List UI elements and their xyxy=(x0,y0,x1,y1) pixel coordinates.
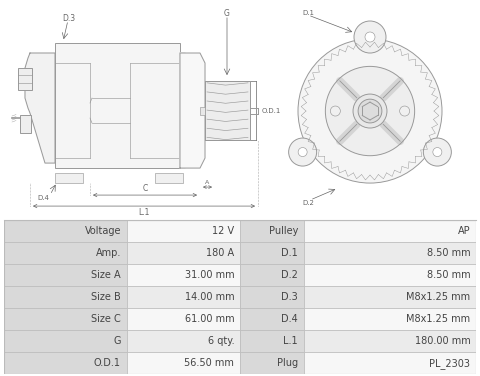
Bar xyxy=(205,81,250,140)
Bar xyxy=(304,242,476,264)
Circle shape xyxy=(325,67,415,156)
Bar xyxy=(240,242,304,264)
Bar xyxy=(127,264,240,286)
Text: PL_2303: PL_2303 xyxy=(430,358,470,368)
Text: Plug: Plug xyxy=(277,358,298,368)
Bar xyxy=(304,308,476,330)
Text: M8x1.25 mm: M8x1.25 mm xyxy=(407,314,470,324)
Text: G: G xyxy=(113,336,121,346)
Circle shape xyxy=(353,94,387,128)
Text: Amp.: Amp. xyxy=(96,248,121,258)
Text: 31.00 mm: 31.00 mm xyxy=(185,270,234,280)
Circle shape xyxy=(423,138,451,166)
Bar xyxy=(127,220,240,242)
Text: G: G xyxy=(224,9,230,18)
Bar xyxy=(4,220,127,242)
Bar xyxy=(240,220,304,242)
Text: Voltage: Voltage xyxy=(84,226,121,236)
Bar xyxy=(18,68,32,90)
Circle shape xyxy=(288,138,317,166)
Bar xyxy=(127,352,240,374)
Text: O.D.1: O.D.1 xyxy=(94,358,121,368)
Bar xyxy=(304,330,476,352)
Text: Pulley: Pulley xyxy=(269,226,298,236)
Text: 180.00 mm: 180.00 mm xyxy=(415,336,470,346)
Bar xyxy=(4,286,127,308)
Circle shape xyxy=(400,106,409,116)
Polygon shape xyxy=(25,53,55,163)
Text: O.D.1: O.D.1 xyxy=(262,108,281,114)
Text: 6 qty.: 6 qty. xyxy=(208,336,234,346)
Bar xyxy=(127,308,240,330)
Circle shape xyxy=(365,32,375,42)
Bar xyxy=(4,330,127,352)
Circle shape xyxy=(358,99,382,123)
Text: 8.50 mm: 8.50 mm xyxy=(427,270,470,280)
Text: Size A: Size A xyxy=(91,270,121,280)
Bar xyxy=(127,242,240,264)
Text: 14.00 mm: 14.00 mm xyxy=(185,292,234,302)
Bar xyxy=(4,264,127,286)
Bar xyxy=(304,286,476,308)
Bar xyxy=(240,308,304,330)
Text: D.1: D.1 xyxy=(281,248,298,258)
Circle shape xyxy=(298,39,442,183)
Circle shape xyxy=(433,147,442,156)
Text: D.4: D.4 xyxy=(37,195,49,201)
Text: Size B: Size B xyxy=(91,292,121,302)
Bar xyxy=(20,115,31,133)
Text: L.1: L.1 xyxy=(284,336,298,346)
Bar xyxy=(240,264,304,286)
Bar xyxy=(200,106,205,115)
Text: 61.00 mm: 61.00 mm xyxy=(185,314,234,324)
Bar xyxy=(4,242,127,264)
Bar xyxy=(4,352,127,374)
Text: D.4: D.4 xyxy=(281,314,298,324)
Text: D.3: D.3 xyxy=(62,14,75,23)
Bar xyxy=(240,286,304,308)
Bar xyxy=(304,220,476,242)
Text: D.2: D.2 xyxy=(281,270,298,280)
Bar xyxy=(304,352,476,374)
Text: D.3: D.3 xyxy=(281,292,298,302)
Text: 8.50 mm: 8.50 mm xyxy=(427,248,470,258)
Text: 56.50 mm: 56.50 mm xyxy=(184,358,234,368)
Bar xyxy=(127,330,240,352)
Polygon shape xyxy=(180,53,205,168)
Bar xyxy=(55,43,180,168)
Text: 180 A: 180 A xyxy=(206,248,234,258)
Circle shape xyxy=(298,147,307,156)
Bar xyxy=(127,286,240,308)
Bar xyxy=(4,308,127,330)
Bar xyxy=(240,330,304,352)
Polygon shape xyxy=(180,53,188,168)
Text: 12 V: 12 V xyxy=(212,226,234,236)
Text: AP: AP xyxy=(458,226,470,236)
Text: L.1: L.1 xyxy=(138,208,150,217)
Text: D.1: D.1 xyxy=(302,10,314,16)
Text: Size C: Size C xyxy=(91,314,121,324)
Text: M8x1.25 mm: M8x1.25 mm xyxy=(407,292,470,302)
Bar xyxy=(304,264,476,286)
Circle shape xyxy=(354,21,386,53)
Circle shape xyxy=(330,106,340,116)
Text: D.2: D.2 xyxy=(302,200,314,206)
Text: A: A xyxy=(205,180,209,185)
Bar xyxy=(55,173,83,183)
Bar xyxy=(240,352,304,374)
Text: C: C xyxy=(143,184,148,193)
Bar xyxy=(155,173,183,183)
